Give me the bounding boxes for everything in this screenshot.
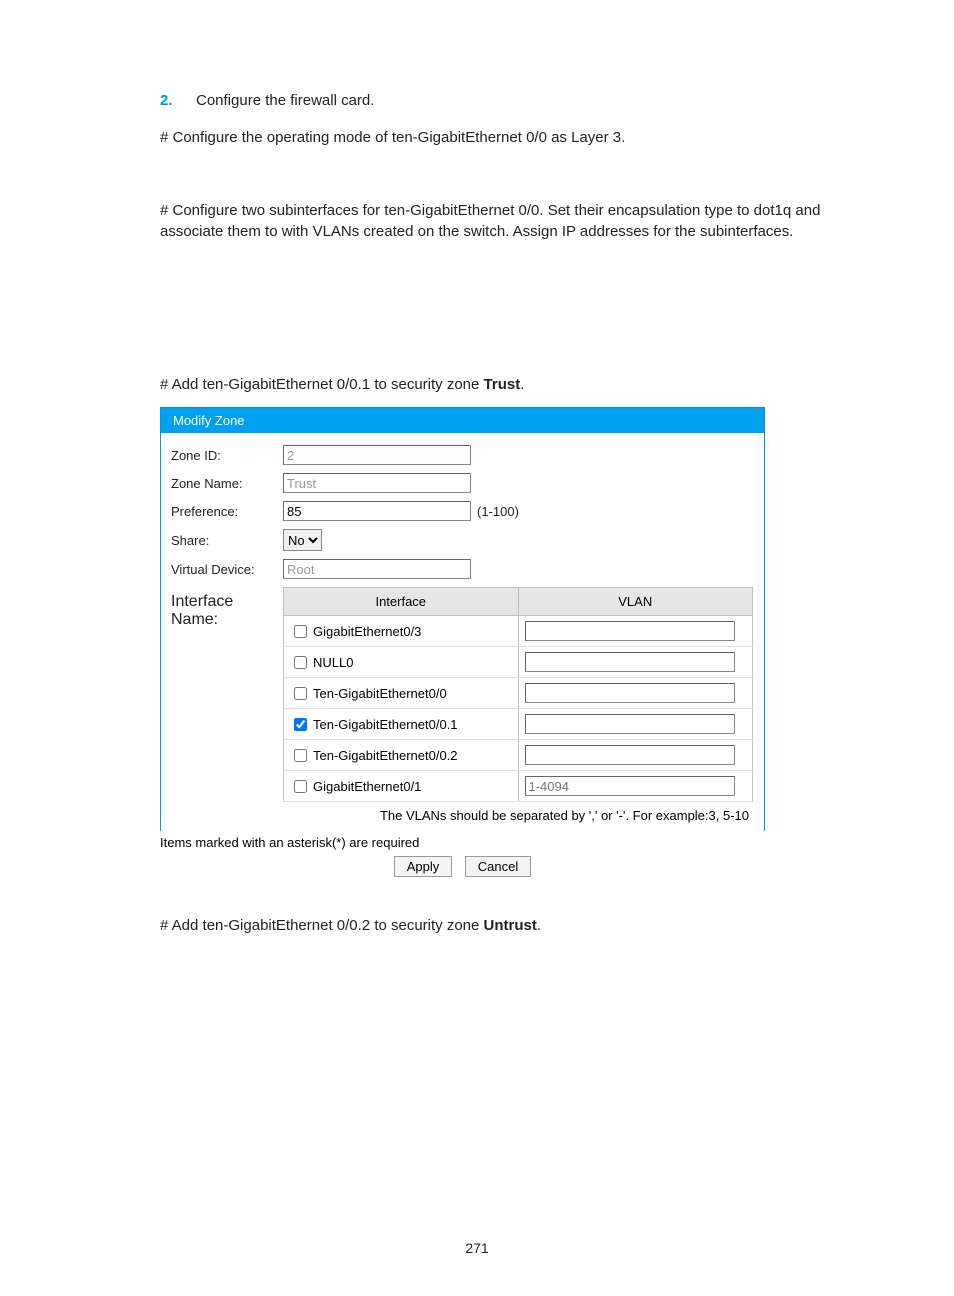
interface-label: Ten-GigabitEthernet0/0.1: [313, 717, 458, 732]
label-interface-name: Interface Name:: [171, 587, 283, 629]
input-vlan[interactable]: [525, 621, 735, 641]
table-row: NULL0: [284, 647, 753, 678]
row-zone-id: Zone ID:: [161, 441, 764, 469]
paragraph-4-bold: Untrust: [484, 917, 537, 934]
col-interface: Interface: [284, 588, 519, 616]
checkbox-interface[interactable]: [294, 749, 307, 762]
modify-zone-panel: Modify Zone Zone ID: Zone Name: Preferen…: [160, 407, 765, 831]
input-preference[interactable]: [283, 501, 471, 521]
interface-table-body: GigabitEthernet0/3 NULL0 Ten-GigabitEthe…: [284, 616, 753, 802]
input-zone-name[interactable]: [283, 473, 471, 493]
interface-label: Ten-GigabitEthernet0/0: [313, 686, 447, 701]
row-share: Share: No: [161, 525, 764, 555]
modify-zone-body: Zone ID: Zone Name: Preference: (1-100) …: [161, 433, 764, 831]
input-zone-id[interactable]: [283, 445, 471, 465]
interface-label: NULL0: [313, 655, 353, 670]
checkbox-interface[interactable]: [294, 780, 307, 793]
step-row: 2. Configure the firewall card.: [160, 92, 860, 109]
checkbox-interface[interactable]: [294, 625, 307, 638]
step-text: Configure the firewall card.: [196, 92, 374, 109]
button-row: Apply Cancel: [160, 856, 765, 877]
input-vlan[interactable]: [525, 714, 735, 734]
label-zone-name: Zone Name:: [171, 476, 283, 491]
interface-table-wrap: Interface VLAN GigabitEthernet0/3 NULL0: [283, 587, 753, 825]
input-vlan[interactable]: [525, 652, 735, 672]
table-row: Ten-GigabitEthernet0/0: [284, 678, 753, 709]
paragraph-3: # Add ten-GigabitEthernet 0/0.1 to secur…: [160, 374, 860, 395]
apply-button[interactable]: Apply: [394, 856, 453, 877]
modify-zone-title: Modify Zone: [161, 408, 764, 433]
checkbox-interface[interactable]: [294, 718, 307, 731]
label-preference: Preference:: [171, 504, 283, 519]
interface-label: GigabitEthernet0/3: [313, 624, 421, 639]
col-vlan: VLAN: [518, 588, 753, 616]
checkbox-interface[interactable]: [294, 656, 307, 669]
page: 2. Configure the firewall card. # Config…: [0, 0, 954, 1296]
paragraph-3-suffix: .: [520, 376, 524, 393]
interface-label: Ten-GigabitEthernet0/0.2: [313, 748, 458, 763]
table-row: Ten-GigabitEthernet0/0.1: [284, 709, 753, 740]
row-interface-name: Interface Name: Interface VLAN GigabitEt…: [161, 583, 764, 825]
paragraph-3-prefix: # Add ten-GigabitEthernet 0/0.1 to secur…: [160, 376, 484, 393]
page-number: 271: [0, 1240, 954, 1256]
step-number: 2.: [160, 92, 196, 109]
table-row: Ten-GigabitEthernet0/0.2: [284, 740, 753, 771]
hint-preference: (1-100): [477, 504, 519, 519]
label-share: Share:: [171, 533, 283, 548]
interface-table: Interface VLAN GigabitEthernet0/3 NULL0: [283, 587, 753, 802]
row-virtual-device: Virtual Device:: [161, 555, 764, 583]
required-note: Items marked with an asterisk(*) are req…: [160, 835, 860, 850]
input-vlan[interactable]: [525, 745, 735, 765]
cancel-button[interactable]: Cancel: [465, 856, 531, 877]
checkbox-interface[interactable]: [294, 687, 307, 700]
row-zone-name: Zone Name:: [161, 469, 764, 497]
vlan-note: The VLANs should be separated by ',' or …: [283, 802, 753, 825]
table-row: GigabitEthernet0/1: [284, 771, 753, 802]
label-zone-id: Zone ID:: [171, 448, 283, 463]
input-vlan[interactable]: [525, 776, 735, 796]
table-row: GigabitEthernet0/3: [284, 616, 753, 647]
paragraph-1: # Configure the operating mode of ten-Gi…: [160, 127, 860, 148]
paragraph-4-prefix: # Add ten-GigabitEthernet 0/0.2 to secur…: [160, 917, 484, 934]
paragraph-4: # Add ten-GigabitEthernet 0/0.2 to secur…: [160, 915, 860, 936]
select-share[interactable]: No: [283, 529, 322, 551]
row-preference: Preference: (1-100): [161, 497, 764, 525]
label-virtual-device: Virtual Device:: [171, 562, 283, 577]
interface-label: GigabitEthernet0/1: [313, 779, 421, 794]
input-vlan[interactable]: [525, 683, 735, 703]
paragraph-3-bold: Trust: [484, 376, 521, 393]
paragraph-2: # Configure two subinterfaces for ten-Gi…: [160, 200, 860, 242]
paragraph-4-suffix: .: [537, 917, 541, 934]
input-virtual-device[interactable]: [283, 559, 471, 579]
